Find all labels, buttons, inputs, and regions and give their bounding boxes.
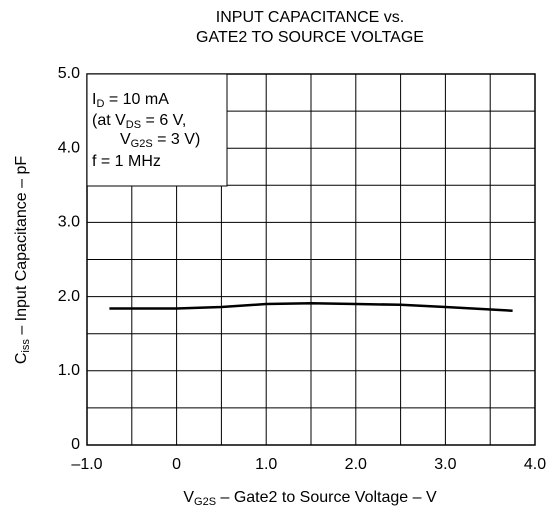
data-line [109, 302, 513, 312]
x-axis-label-part: – Gate2 to Source Voltage – V [216, 489, 437, 506]
annotation: (at VDS = 6 V, [92, 112, 186, 131]
x-tick-label: 1.0 [255, 456, 277, 473]
x-tick-label: 2.0 [345, 456, 367, 473]
annotation-subscript: G2S [131, 138, 153, 150]
annotation: f = 1 MHz [92, 153, 161, 170]
y-tick-label: 0 [71, 436, 80, 453]
annotation-part: (at V [92, 112, 126, 129]
x-tick-label: 3.0 [434, 456, 456, 473]
x-axis-label: VG2S – Gate2 to Source Voltage – V [183, 489, 437, 508]
x-axis-label-part: V [183, 489, 194, 506]
y-tick-label: 3.0 [58, 214, 80, 231]
annotation-part: I [92, 91, 96, 108]
annotation-part: = 6 V, [141, 112, 186, 129]
y-tick-label: 5.0 [58, 65, 80, 82]
chart-title: INPUT CAPACITANCE vs. [216, 9, 404, 26]
y-tick-label: 2.0 [58, 288, 80, 305]
y-axis-label-part: C [13, 353, 30, 365]
annotation-subscript: DS [126, 119, 141, 131]
annotation-part: V [120, 131, 131, 148]
y-axis-label-subscript: iss [20, 339, 32, 353]
y-tick-label: 4.0 [58, 139, 80, 156]
annotation: VG2S = 3 V) [120, 131, 200, 150]
x-tick-label: –1.0 [71, 456, 102, 473]
annotation-box [86, 73, 228, 187]
x-axis-label-subscript: G2S [194, 496, 216, 508]
annotation-part: = 10 mA [104, 91, 169, 108]
annotation-part: = 3 V) [153, 131, 201, 148]
annotation: ID = 10 mA [92, 91, 169, 110]
chart-title: GATE2 TO SOURCE VOLTAGE [196, 29, 424, 46]
y-axis-label: Ciss – Input Capacitance – pF [13, 156, 32, 364]
annotation-part: f = 1 MHz [92, 153, 161, 170]
annotation-subscript: D [96, 98, 104, 110]
y-axis-label-part: – Input Capacitance – pF [13, 156, 30, 339]
x-tick-label: 0 [172, 456, 181, 473]
y-tick-label: 1.0 [58, 362, 80, 379]
x-tick-label: 4.0 [524, 456, 546, 473]
plot-frame [86, 73, 536, 446]
